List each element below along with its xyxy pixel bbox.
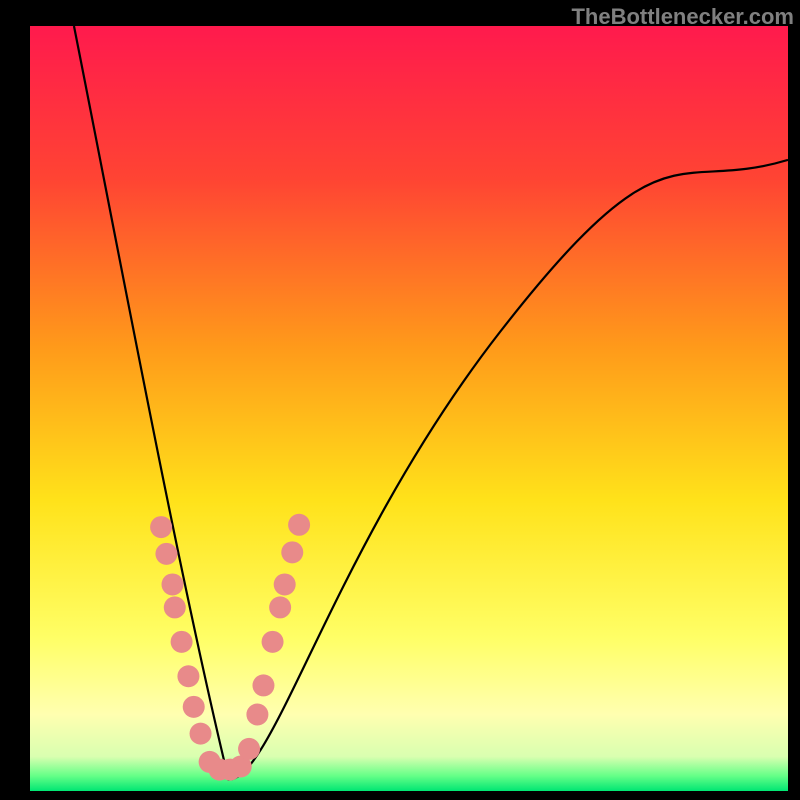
gradient-background (30, 26, 788, 791)
marker-right (262, 631, 284, 653)
chart-container: TheBottlenecker.com (0, 0, 800, 800)
marker-left (164, 596, 186, 618)
marker-left (183, 696, 205, 718)
marker-right (288, 514, 310, 536)
marker-right (238, 738, 260, 760)
plot-svg (30, 26, 788, 791)
plot-area (30, 26, 788, 791)
marker-right (252, 674, 274, 696)
marker-right (281, 541, 303, 563)
marker-right (246, 704, 268, 726)
marker-left (190, 723, 212, 745)
marker-right (269, 596, 291, 618)
marker-left (155, 543, 177, 565)
marker-left (150, 516, 172, 538)
marker-left (177, 665, 199, 687)
marker-left (162, 573, 184, 595)
marker-left (171, 631, 193, 653)
marker-right (274, 573, 296, 595)
